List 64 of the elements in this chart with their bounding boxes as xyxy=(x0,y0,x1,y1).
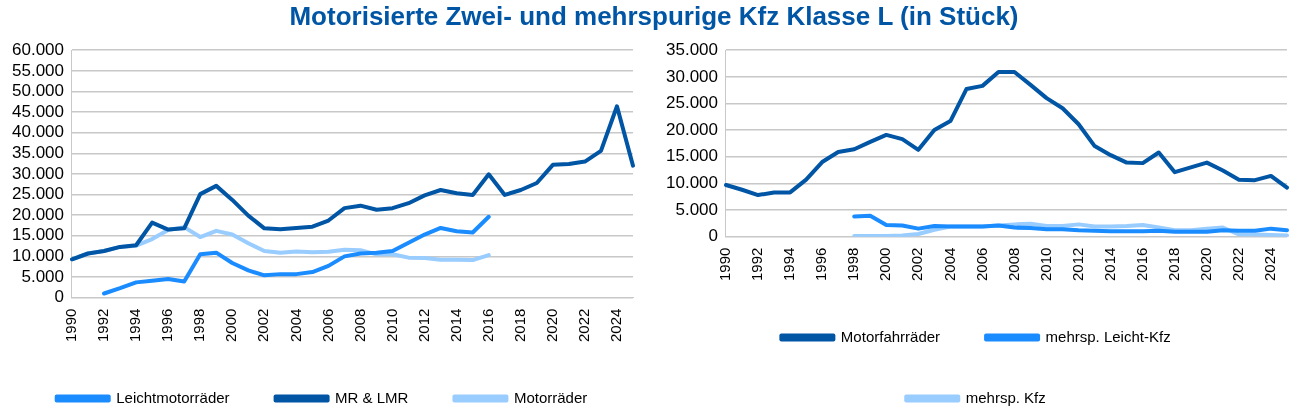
x-tick-label: 2002 xyxy=(254,308,272,343)
y-tick-label: 15.000 xyxy=(12,225,64,245)
y-tick-label: 35.000 xyxy=(666,39,718,59)
x-tick-label: 2004 xyxy=(286,308,304,343)
y-tick-label: 20.000 xyxy=(666,119,718,139)
x-tick-label: 2020 xyxy=(1197,247,1214,282)
x-tick-label: 2012 xyxy=(414,308,432,343)
x-tick-label: 1998 xyxy=(844,247,862,282)
x-tick-label: 2006 xyxy=(318,308,336,343)
x-tick-label: 2008 xyxy=(350,308,368,343)
y-tick-label: 15.000 xyxy=(666,146,718,166)
x-tick-label: 1996 xyxy=(158,308,176,343)
y-tick-label: 5.000 xyxy=(21,266,64,286)
x-tick-label: 2016 xyxy=(1132,247,1150,282)
y-tick-label: 0 xyxy=(54,287,64,307)
x-tick-label: 1998 xyxy=(190,308,208,343)
legend-label: MR & LMR xyxy=(335,388,409,406)
y-tick-label: 40.000 xyxy=(12,122,64,142)
x-tick-label: 2014 xyxy=(446,308,464,343)
legend-label: Leichtmotorräder xyxy=(116,388,230,406)
legend-label: mehrsp. Kfz xyxy=(965,388,1046,406)
y-tick-label: 60.000 xyxy=(12,39,64,59)
chart-title: Motorisierte Zwei- und mehrspurige Kfz Klasse L (in Stück) xyxy=(288,0,1020,32)
x-tick-label: 2004 xyxy=(940,247,958,282)
x-tick-label: 2012 xyxy=(1068,247,1086,282)
x-tick-label: 2018 xyxy=(510,308,528,343)
x-tick-label: 2014 xyxy=(1100,247,1118,282)
y-tick-label: 55.000 xyxy=(12,60,64,80)
y-tick-label: 10.000 xyxy=(12,246,64,266)
x-tick-label: 2010 xyxy=(1036,247,1054,282)
y-tick-label: 50.000 xyxy=(12,81,64,101)
x-tick-label: 2000 xyxy=(222,308,240,343)
x-tick-label: 2016 xyxy=(478,308,496,343)
x-tick-label: 2000 xyxy=(876,247,894,282)
x-tick-label: 1990 xyxy=(716,247,734,282)
x-tick-label: 2018 xyxy=(1164,247,1182,282)
y-tick-label: 30.000 xyxy=(12,163,64,183)
x-tick-label: 1996 xyxy=(812,247,830,282)
x-tick-label: 1994 xyxy=(780,247,798,282)
legend-label: Motorfahrräder xyxy=(840,327,941,345)
y-tick-label: 20.000 xyxy=(12,204,64,224)
x-tick-label: 2010 xyxy=(382,308,400,343)
x-tick-label: 1992 xyxy=(94,308,112,343)
y-tick-label: 35.000 xyxy=(12,142,64,162)
x-tick-label: 1990 xyxy=(62,308,80,343)
x-tick-label: 2020 xyxy=(543,308,560,343)
x-tick-label: 2024 xyxy=(607,308,625,343)
y-tick-label: 25.000 xyxy=(12,184,64,204)
x-tick-label: 2002 xyxy=(908,247,926,282)
y-tick-label: 0 xyxy=(708,226,718,246)
x-tick-label: 2024 xyxy=(1261,247,1279,282)
y-tick-label: 10.000 xyxy=(666,173,718,193)
legend-label: mehrsp. Leicht-Kfz xyxy=(1045,327,1171,345)
x-tick-label: 2022 xyxy=(1229,247,1247,282)
x-tick-label: 2022 xyxy=(575,308,593,343)
x-tick-label: 1992 xyxy=(748,247,766,282)
x-tick-label: 1994 xyxy=(126,308,144,343)
y-tick-label: 25.000 xyxy=(666,93,718,113)
legend-label: Motorräder xyxy=(513,388,588,406)
y-tick-label: 45.000 xyxy=(12,101,64,121)
x-tick-label: 2006 xyxy=(972,247,990,282)
y-tick-label: 5.000 xyxy=(675,199,718,219)
y-tick-label: 30.000 xyxy=(666,66,718,86)
x-tick-label: 2008 xyxy=(1004,247,1022,282)
